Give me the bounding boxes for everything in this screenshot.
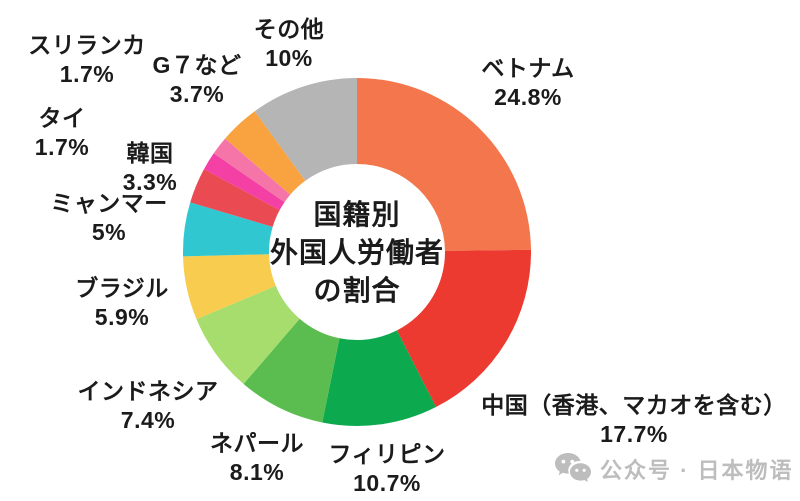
slice-label-value: 8.1%	[229, 459, 285, 485]
slice-label-value: 10%	[265, 45, 313, 71]
slice-label-value: 24.8%	[494, 84, 562, 110]
slice-label-value: 10.7%	[353, 470, 421, 496]
slice-label-3: フィリピン 10.7%	[328, 440, 445, 498]
slice-label-name: その他	[253, 16, 325, 42]
slice-label-4: ネパール 8.1%	[210, 429, 304, 487]
slice-label-value: 1.7%	[59, 61, 115, 87]
slice-label-name: スリランカ	[28, 32, 146, 58]
pie-slice-5	[196, 285, 300, 384]
chart-title-line3: の割合	[313, 275, 401, 306]
slice-label-12: その他 10%	[254, 15, 325, 73]
slice-label-value: 17.7%	[600, 421, 668, 447]
pie-slice-1	[357, 78, 531, 251]
slice-label-name: 中国（香港、マカオを含む）	[481, 392, 787, 418]
wechat-icon	[555, 453, 591, 482]
slice-label-value: 5.9%	[94, 304, 150, 330]
pie-slice-8	[190, 169, 280, 227]
slice-label-value: 3.3%	[122, 169, 178, 195]
pie-slice-9	[204, 153, 285, 211]
slice-label-9: タイ 1.7%	[35, 104, 89, 162]
slice-label-5: インドネシア 7.4%	[78, 377, 219, 435]
slice-label-name: ミャンマー	[50, 190, 168, 216]
pie-slice-3	[322, 330, 436, 426]
slice-label-name: ベトナム	[481, 55, 575, 81]
slice-label-name: フィリピン	[328, 441, 446, 467]
slice-label-1: ベトナム 24.8%	[481, 54, 574, 112]
slice-label-value: 3.7%	[169, 81, 225, 107]
pie-slice-6	[183, 254, 276, 320]
chart-title-line1: 国籍別	[313, 199, 401, 230]
pie-slice-2	[396, 249, 532, 408]
slice-label-name: G７など	[152, 52, 242, 78]
slice-label-name: ネパール	[210, 430, 304, 456]
slice-label-8: 韓国 3.3%	[123, 139, 177, 197]
chart-title-line2: 外国人労働者	[269, 237, 445, 268]
slice-label-name: タイ	[38, 105, 86, 131]
slice-label-10: スリランカ 1.7%	[28, 31, 146, 89]
chart-title: 国籍別 外国人労働者 の割合	[270, 196, 444, 310]
pie-slice-11	[225, 111, 306, 195]
watermark-text: 公众号 · 日本物语	[600, 458, 794, 483]
slice-label-name: 韓国	[126, 140, 174, 166]
slice-label-value: 1.7%	[34, 134, 90, 160]
pie-slice-10	[213, 138, 291, 203]
slice-label-name: インドネシア	[77, 378, 219, 404]
slice-label-value: 5%	[91, 219, 127, 245]
slice-label-6: ブラジル 5.9%	[75, 274, 169, 332]
pie-slice-7	[182, 202, 273, 257]
slice-label-11: G７など 3.7%	[153, 51, 242, 109]
pie-slice-12	[254, 78, 357, 181]
slice-label-2: 中国（香港、マカオを含む） 17.7%	[481, 391, 787, 449]
slice-label-value: 7.4%	[120, 407, 176, 433]
slice-label-name: ブラジル	[75, 275, 169, 301]
slice-label-7: ミャンマー 5%	[50, 189, 168, 247]
watermark: 公众号 · 日本物语	[554, 452, 794, 486]
pie-slice-4	[243, 318, 340, 423]
